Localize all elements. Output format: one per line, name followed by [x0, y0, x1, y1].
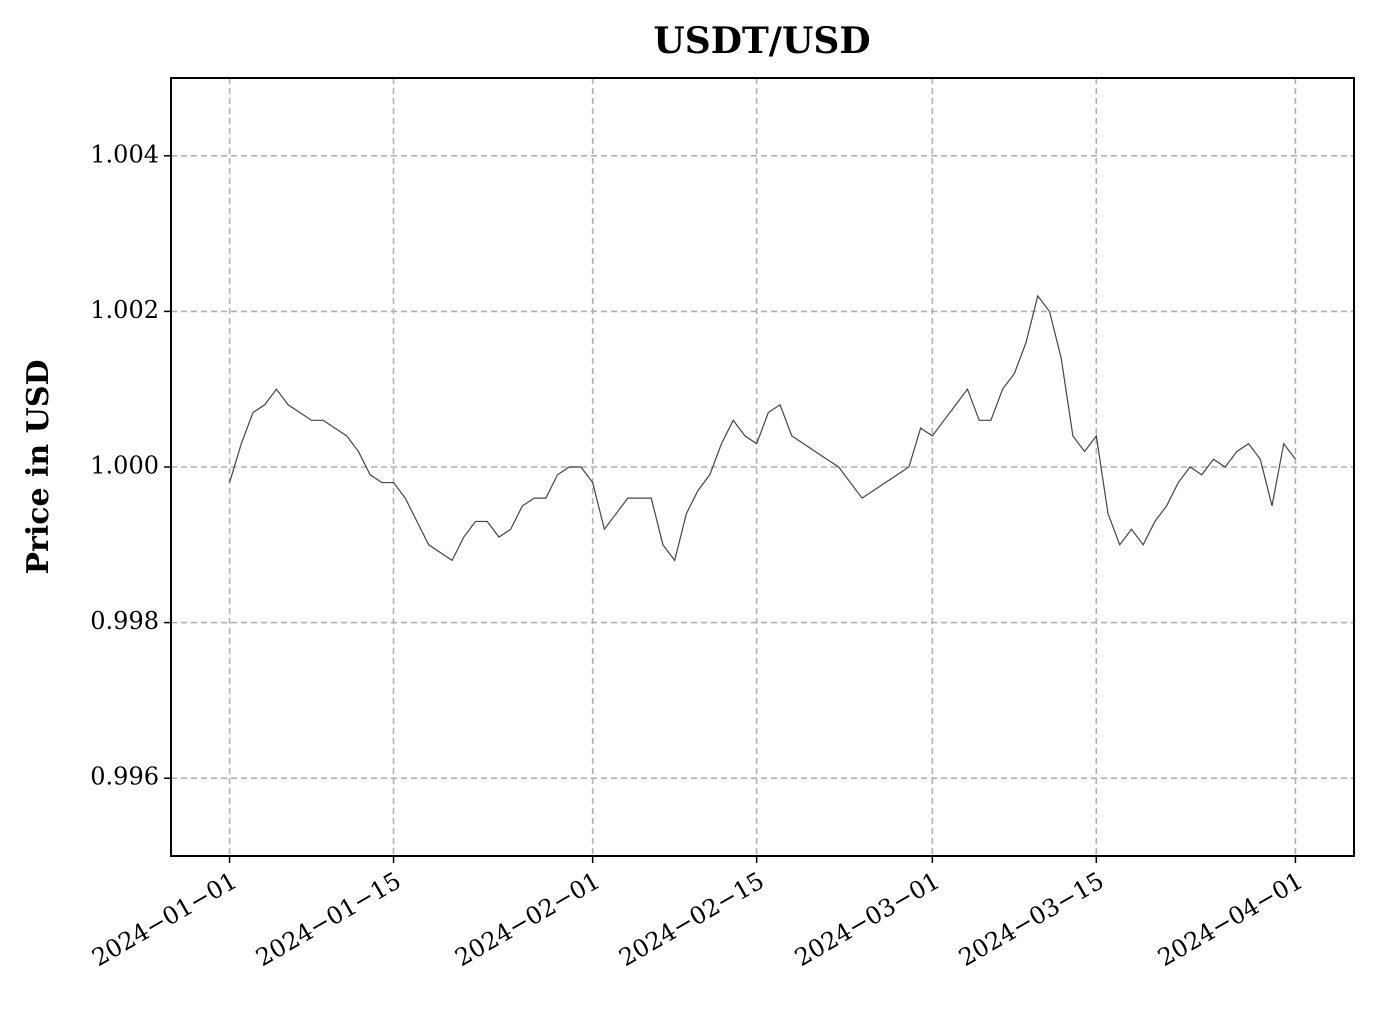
x-tick-label: 2024−03−01	[790, 867, 945, 972]
y-tick-label: 1.004	[90, 140, 159, 168]
y-tick-label: 0.998	[90, 607, 159, 635]
y-tick-label: 1.002	[90, 296, 159, 324]
x-tick-label: 2024−04−01	[1153, 867, 1308, 972]
plot-frame	[170, 77, 1355, 857]
y-tick-label: 1.000	[90, 452, 159, 480]
x-tick-label: 2024−01−15	[251, 867, 406, 972]
x-tick-label: 2024−01−01	[87, 867, 242, 972]
x-tick-label: 2024−03−15	[954, 867, 1109, 972]
x-tick-label: 2024−02−01	[450, 867, 605, 972]
chart-title: USDT/USD	[653, 20, 870, 62]
price-line	[228, 294, 1296, 562]
x-tick-label: 2024−02−15	[614, 867, 769, 972]
y-axis-label: Price in USD	[21, 359, 56, 574]
y-tick-label: 0.996	[90, 763, 159, 791]
